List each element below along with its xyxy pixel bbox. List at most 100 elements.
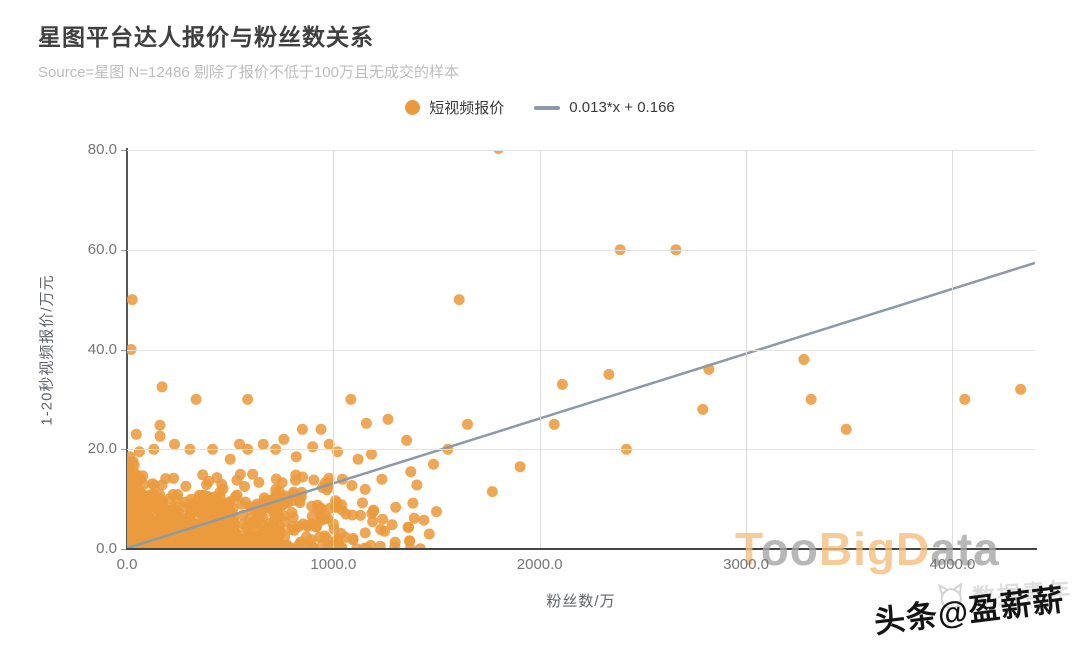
scatter-point <box>168 472 180 484</box>
scatter-point <box>271 541 283 549</box>
scatter-point <box>390 501 402 513</box>
h-gridline <box>127 349 1035 351</box>
scatter-point <box>556 378 568 390</box>
scatter-point <box>234 438 245 450</box>
scatter-point <box>346 509 358 521</box>
scatter-point <box>211 504 222 516</box>
y-tick-label: 40.0 <box>87 340 117 358</box>
y-tick-label: 80.0 <box>87 141 117 158</box>
scatter-point <box>414 543 426 549</box>
scatter-point <box>242 393 254 405</box>
scatter-point <box>404 535 416 547</box>
scatter-point <box>208 525 220 537</box>
scatter-point <box>308 474 320 486</box>
y-tick-mark <box>121 549 126 550</box>
scatter-point <box>377 513 388 525</box>
v-gridline <box>952 150 954 549</box>
legend: 短视频报价 0.013*x + 0.166 <box>0 97 1080 118</box>
trend-line-icon <box>534 105 561 110</box>
scatter-point <box>294 542 306 549</box>
chart-subtitle: Source=星图 N=12486 剔除了报价不低于100万且无成交的样本 <box>38 64 459 81</box>
scatter-point <box>428 458 439 470</box>
x-tick-label: 4000.0 <box>929 556 976 573</box>
scatter-point <box>382 413 394 425</box>
scatter-point <box>196 540 208 549</box>
scatter-point <box>301 519 313 531</box>
series-dot-icon <box>405 100 421 115</box>
scatter-point <box>418 514 430 526</box>
scatter-point <box>154 430 166 442</box>
scatter-point <box>306 510 318 522</box>
scatter-point <box>453 294 465 306</box>
chart-title: 星图平台达人报价与粉丝数关系 <box>38 24 374 50</box>
scatter-point <box>376 473 388 485</box>
scatter-point <box>169 503 180 515</box>
scatter-point <box>277 498 289 510</box>
scatter-point <box>127 456 134 468</box>
scatter-point <box>697 403 709 415</box>
scatter-point <box>227 526 238 538</box>
scatter-point <box>239 481 251 492</box>
legend-series-label: 短视频报价 <box>429 100 505 117</box>
scatter-point <box>231 474 243 486</box>
legend-item-series: 短视频报价 <box>405 97 504 118</box>
scatter-point <box>130 428 142 440</box>
scatter-point <box>287 520 299 532</box>
scatter-point <box>345 393 357 405</box>
scatter-point <box>129 470 141 481</box>
scatter-point <box>217 536 229 548</box>
scatter-point <box>367 516 379 528</box>
scatter-point <box>133 446 145 458</box>
scatter-point <box>315 423 327 435</box>
x-tick-label: 1000.0 <box>310 556 357 573</box>
scatter-point <box>308 542 320 549</box>
h-gridline <box>127 150 1035 151</box>
scatter-point <box>431 506 442 518</box>
scatter-point <box>357 497 368 509</box>
scatter-point <box>203 475 215 487</box>
scatter-point <box>173 516 185 528</box>
x-tick-label: 2000.0 <box>516 556 563 573</box>
scatter-point <box>423 528 435 540</box>
scatter-point <box>156 381 168 393</box>
scatter-point <box>216 478 228 490</box>
scatter-point <box>154 419 166 431</box>
scatter-point <box>148 489 160 501</box>
scatter-point <box>193 529 205 541</box>
legend-trend-label: 0.013*x + 0.166 <box>569 99 675 116</box>
scatter-point <box>160 473 172 485</box>
scatter-point <box>163 522 175 534</box>
scatter-point <box>959 393 971 405</box>
scatter-point <box>127 510 135 521</box>
scatter-point <box>346 480 358 491</box>
scatter-point <box>336 499 347 511</box>
scatter-point <box>278 433 290 445</box>
h-gridline <box>127 449 1035 451</box>
scatter-point <box>805 393 817 405</box>
y-tick-mark <box>121 249 126 251</box>
scatter-point <box>180 480 192 492</box>
x-axis-line <box>126 548 1037 550</box>
scatter-point <box>257 438 269 450</box>
scatter-point <box>185 508 197 520</box>
y-tick-mark <box>121 150 126 151</box>
scatter-point <box>840 423 852 435</box>
scatter-point <box>405 466 417 478</box>
x-tick-label: 3000.0 <box>723 556 770 573</box>
scatter-point <box>355 509 366 521</box>
scatter-point <box>187 499 199 511</box>
scatter-point <box>514 461 526 473</box>
scatter-point <box>253 476 265 488</box>
scatter-point <box>389 536 401 548</box>
y-tick-mark <box>121 349 126 351</box>
v-gridline <box>333 150 335 549</box>
scatter-point <box>169 438 180 450</box>
scatter-point <box>603 368 615 380</box>
scatter-point <box>307 441 319 453</box>
scatter-point <box>287 511 299 523</box>
y-tick-label: 60.0 <box>87 240 117 258</box>
v-gridline <box>539 150 541 549</box>
scatter-point <box>798 354 810 365</box>
scatter-point <box>386 519 398 531</box>
